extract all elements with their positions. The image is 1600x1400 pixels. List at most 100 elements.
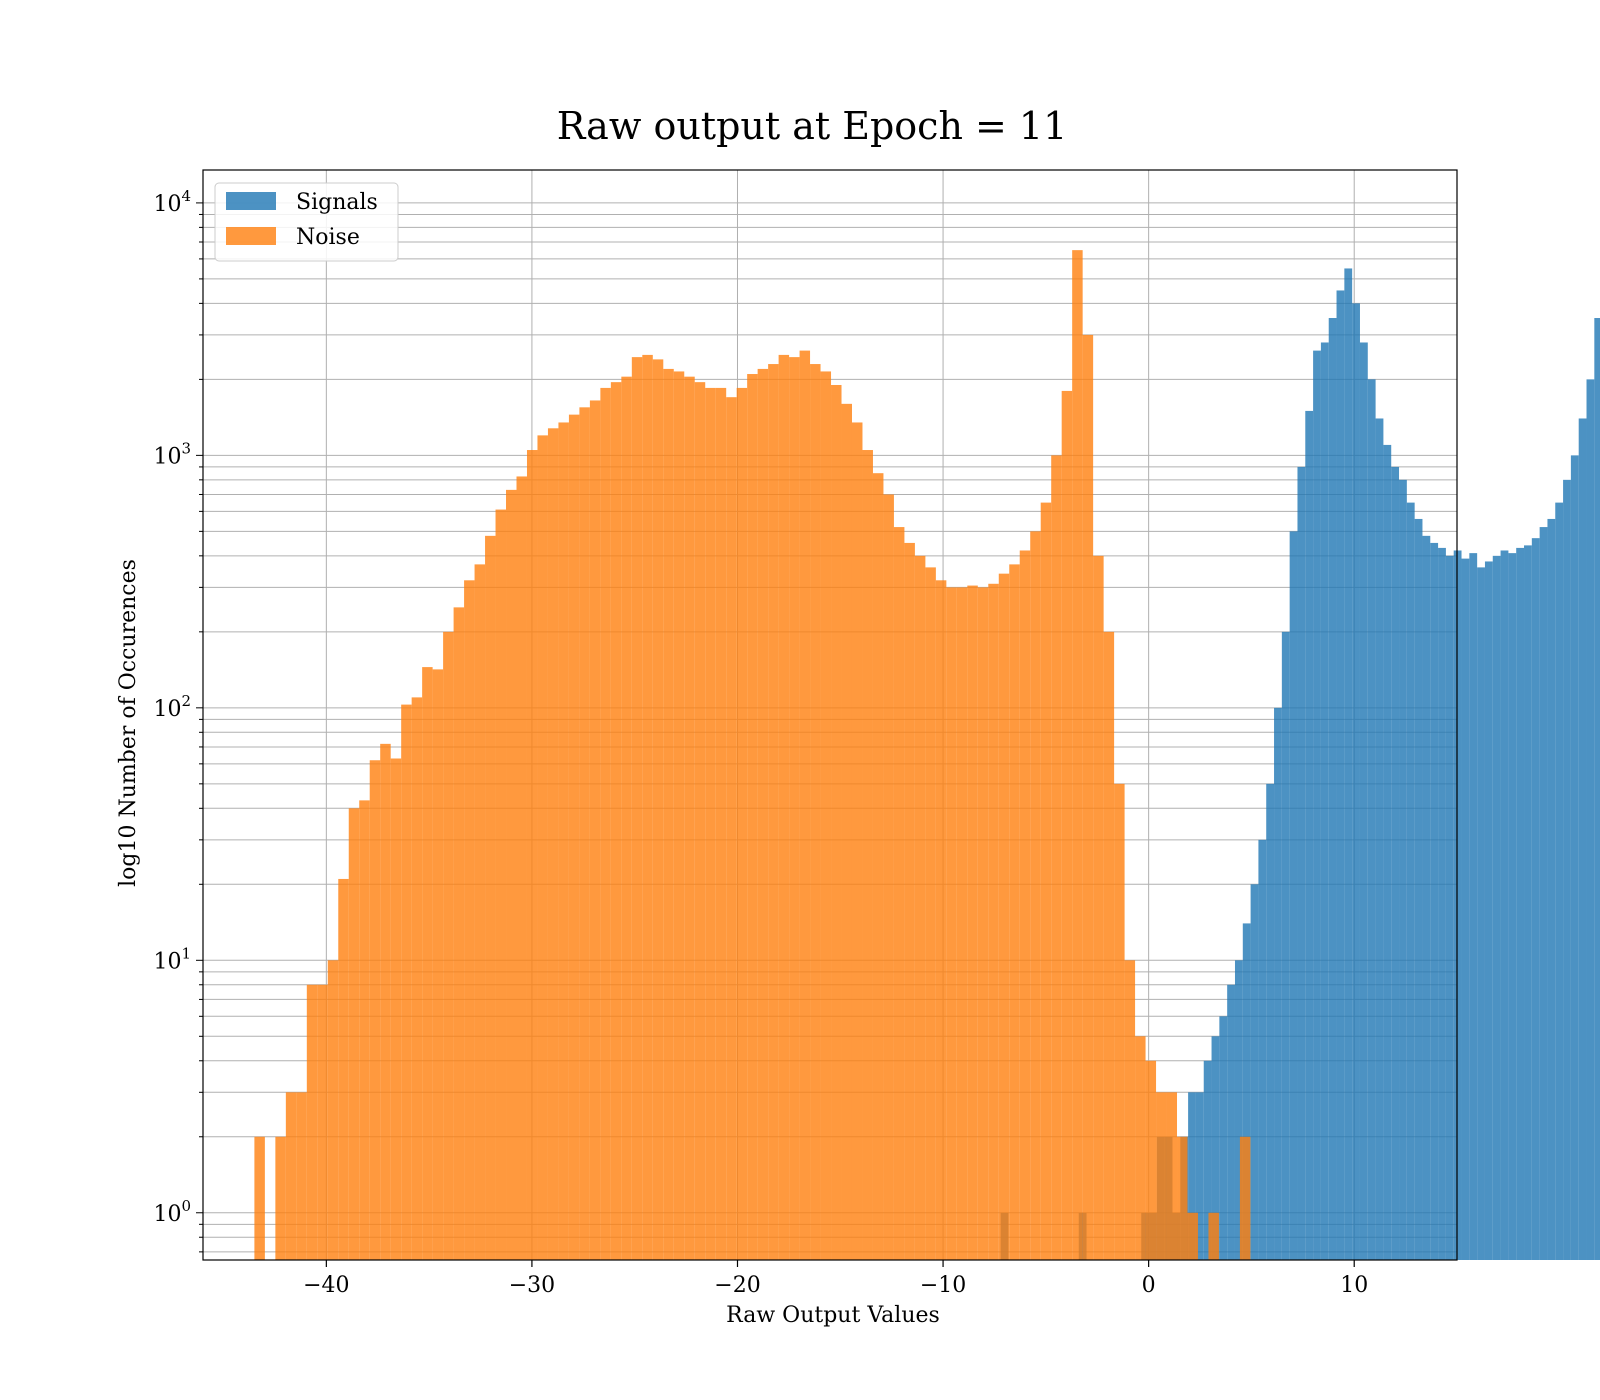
noise-bar [1145, 1060, 1157, 1260]
signals-bar [1344, 268, 1353, 1260]
noise-bar [1040, 502, 1052, 1261]
x-tick-label: −20 [714, 1273, 760, 1298]
noise-bar [694, 382, 706, 1260]
noise-bar [285, 1092, 297, 1260]
signals-bar [1242, 923, 1251, 1260]
legend-swatch-noise [226, 227, 276, 245]
y-tick-label: 100 [153, 1197, 191, 1227]
y-tick-label: 101 [153, 944, 191, 974]
noise-bar [652, 359, 664, 1260]
noise-bar [967, 585, 978, 1260]
y-tick-label: 102 [153, 692, 191, 722]
noise-bar [841, 403, 852, 1260]
signals-bar [1531, 538, 1540, 1260]
noise-bar [380, 743, 391, 1260]
x-tick-label: −30 [509, 1273, 555, 1298]
noise-bar [495, 509, 507, 1261]
signals-bar [1336, 290, 1345, 1261]
noise-bar [579, 407, 590, 1261]
noise-bar [1187, 1212, 1198, 1260]
y-tick-label: 103 [153, 439, 191, 469]
noise-bar [453, 607, 465, 1260]
signals-bar [1438, 547, 1446, 1260]
noise-bar [1103, 631, 1115, 1260]
signals-bar [1516, 547, 1525, 1260]
signals-bar [1281, 631, 1290, 1260]
noise-bar [338, 878, 349, 1260]
signals-bar [1578, 418, 1587, 1261]
noise-bar [254, 1136, 265, 1260]
noise-bar [862, 450, 873, 1261]
noise-bar [610, 382, 622, 1260]
noise-bar [1114, 783, 1125, 1260]
y-tick-label: 104 [153, 187, 191, 217]
legend-label-signals: Signals [296, 190, 378, 215]
signals-bar [1563, 479, 1571, 1260]
noise-bar [1093, 555, 1104, 1260]
noise-bar [747, 374, 758, 1260]
signals-bar [1352, 303, 1360, 1260]
signals-bar [1547, 518, 1556, 1260]
noise-bar [925, 567, 936, 1260]
noise-bar [474, 564, 486, 1260]
signals-bar [1445, 555, 1454, 1260]
signals-bar [1258, 839, 1267, 1260]
noise-bar [1072, 250, 1083, 1261]
signals-bar [1195, 1092, 1204, 1260]
signals-bar [1406, 502, 1415, 1261]
noise-bar [736, 387, 748, 1260]
noise-bar [411, 697, 423, 1260]
signals-bar [1313, 350, 1321, 1260]
noise-bar [1156, 1092, 1167, 1260]
noise-bar [348, 808, 360, 1260]
signals-bar [1555, 502, 1564, 1261]
plot-area-frame [202, 169, 1458, 1261]
signals-bar [1289, 531, 1298, 1260]
noise-bar [726, 397, 737, 1260]
signals-bar [1492, 555, 1501, 1260]
signals-bar [1594, 318, 1600, 1260]
series-noise [254, 250, 1251, 1261]
signals-bar [1500, 550, 1509, 1260]
noise-bar [516, 476, 527, 1260]
signals-bar [1188, 1092, 1196, 1260]
signals-bar [1477, 567, 1485, 1260]
noise-bar [317, 984, 328, 1260]
signals-bar [1266, 783, 1275, 1260]
noise-bar [1019, 550, 1031, 1260]
noise-bar [1082, 334, 1094, 1260]
signals-bar [1305, 410, 1314, 1260]
noise-bar [547, 428, 559, 1260]
noise-bar [1061, 390, 1073, 1260]
signals-bar [1399, 479, 1407, 1260]
noise-bar [443, 631, 454, 1260]
noise-bar [327, 960, 339, 1260]
signals-bar [1508, 553, 1517, 1260]
noise-bar [977, 587, 989, 1260]
noise-bar [359, 800, 370, 1260]
noise-bar [998, 573, 1010, 1260]
noise-bar [914, 555, 926, 1260]
noise-bar [883, 494, 894, 1260]
noise-bar [705, 387, 716, 1260]
noise-bar [1239, 1136, 1251, 1260]
noise-bar [621, 376, 632, 1261]
noise-bar [663, 368, 674, 1260]
noise-bar [1051, 455, 1062, 1260]
noise-bar [558, 422, 569, 1260]
signals-bar [1320, 342, 1329, 1260]
signals-bar [1469, 553, 1478, 1260]
signals-bar [1453, 550, 1462, 1260]
signals-bar [1375, 418, 1384, 1261]
noise-bar [778, 354, 790, 1261]
x-tick-label: 10 [1340, 1273, 1368, 1298]
signals-bar [1328, 318, 1337, 1260]
x-tick-label: −40 [303, 1273, 349, 1298]
noise-bar [715, 387, 727, 1260]
noise-bar [568, 414, 580, 1260]
noise-bar [872, 473, 884, 1260]
series-signals [1000, 268, 1600, 1261]
signals-bar [1484, 561, 1493, 1260]
noise-bar [810, 364, 821, 1261]
